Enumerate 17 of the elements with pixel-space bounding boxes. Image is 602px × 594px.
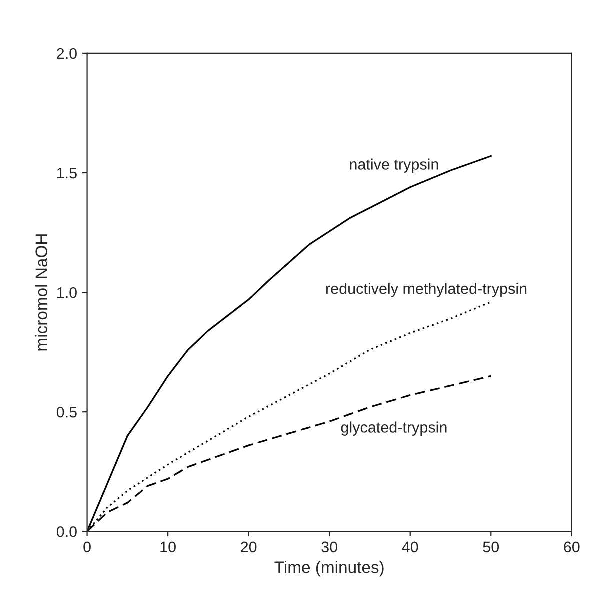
text: reductively methylated-trypsin	[326, 283, 527, 298]
x-tick-label: 50	[483, 542, 500, 553]
x-tick-label: 40	[402, 542, 418, 553]
x-tick-label: 10	[160, 542, 176, 553]
y-tick-label: 0.5	[56, 406, 77, 418]
series-label: native trypsin	[350, 158, 438, 173]
y-tick-label: 1.0	[57, 287, 77, 298]
y-axis-title: micromol NaOH	[35, 234, 48, 351]
x-tick-label: 60	[564, 542, 580, 553]
y-tick-label: 2.0	[57, 48, 77, 60]
x-axis-title: Time (minutes)	[274, 561, 384, 577]
x-tick-label: 0	[84, 542, 91, 553]
y-tick-label: 0.0	[56, 526, 77, 538]
y-tick-label: 1.5	[57, 168, 77, 179]
x-tick-label: 30	[322, 542, 338, 553]
series-label: glycated-trypsin	[341, 422, 447, 436]
x-tick-label: 20	[241, 542, 257, 553]
